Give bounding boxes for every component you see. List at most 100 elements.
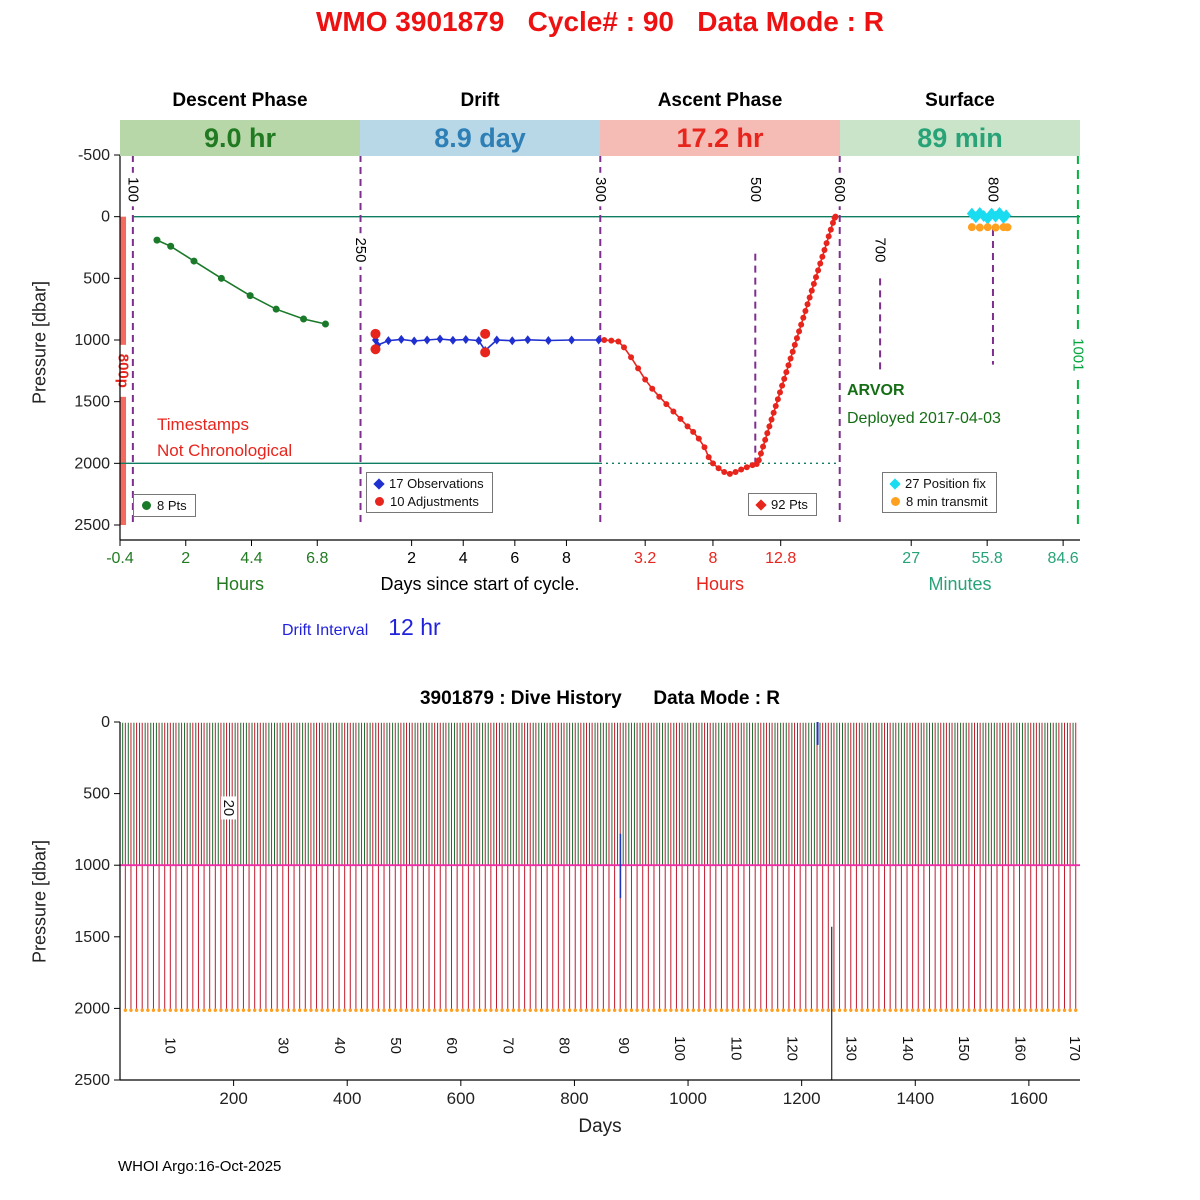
duration-drift: 8.9 day xyxy=(434,122,526,153)
svg-text:1200: 1200 xyxy=(783,1089,821,1108)
dive-history-chart: 10 20 30 40 50 60 70 80 90 100 110 120 130 140 150 160 1… xyxy=(74,714,1082,1108)
svg-text:1000: 1000 xyxy=(74,332,110,349)
legend-ascent: 92 Pts xyxy=(748,493,817,516)
phase-title-ascent: Ascent Phase xyxy=(657,90,783,111)
event-label: 300 xyxy=(592,177,609,202)
svg-text:2: 2 xyxy=(407,550,416,567)
cycle-number-label: 60 xyxy=(443,1037,460,1054)
svg-text:2000: 2000 xyxy=(74,1000,110,1017)
legend-label: 8 min transmit xyxy=(906,494,988,509)
bottom-ylabel: Pressure [dbar] xyxy=(29,839,50,964)
cycle-number-label: 170 xyxy=(1066,1036,1083,1061)
dive-history-title: 3901879 : Dive History Data Mode : R xyxy=(419,688,781,709)
drift-interval-label: Drift Interval xyxy=(282,622,369,639)
legend-item: 27 Position fix xyxy=(889,476,988,491)
svg-text:200: 200 xyxy=(219,1089,247,1108)
duration-band-surface: 89 min xyxy=(840,120,1080,156)
phase-title-drift: Drift xyxy=(460,90,500,111)
legend-item: 8 min transmit xyxy=(891,494,988,509)
svg-text:1500: 1500 xyxy=(74,394,110,411)
event-label: 600 xyxy=(831,177,848,202)
timestamps-warning: Timestamps Not Chronological xyxy=(157,412,292,463)
legend-label: 92 Pts xyxy=(771,497,808,512)
legend-label: 10 Adjustments xyxy=(390,494,479,509)
svg-text:-500: -500 xyxy=(78,147,110,164)
svg-text:3.2: 3.2 xyxy=(634,550,656,567)
legend-item: 8 Pts xyxy=(142,498,187,513)
blue-diamond-icon xyxy=(373,477,385,490)
svg-text:2: 2 xyxy=(181,550,190,567)
svg-text:800: 800 xyxy=(560,1089,588,1108)
transmits xyxy=(967,223,1012,232)
red-dot-icon xyxy=(375,497,384,506)
phase-title-surface: Surface xyxy=(925,90,995,111)
xlabel-descent: Hours xyxy=(215,574,264,594)
cycle-number-label: 80 xyxy=(556,1037,573,1054)
cycle-number-label: 30 xyxy=(275,1037,292,1054)
svg-text:1000: 1000 xyxy=(669,1089,707,1108)
svg-text:6.8: 6.8 xyxy=(306,550,328,567)
svg-text:400: 400 xyxy=(333,1089,361,1108)
duration-descent: 9.0 hr xyxy=(203,122,277,153)
svg-text:500: 500 xyxy=(83,786,110,803)
event-label: 1001 xyxy=(1069,338,1086,371)
svg-text:27: 27 xyxy=(902,550,920,567)
svg-text:55.8: 55.8 xyxy=(972,550,1003,567)
cycle-number-label: 160 xyxy=(1011,1036,1028,1061)
xlabel-drift: Days since start of cycle. xyxy=(380,574,580,594)
timestamps-warning-line2: Not Chronological xyxy=(157,440,293,460)
svg-text:1500: 1500 xyxy=(74,929,110,946)
svg-text:1600: 1600 xyxy=(1010,1089,1048,1108)
cycle-number-label: 40 xyxy=(331,1037,348,1054)
cycle-number-label: 100 xyxy=(671,1036,688,1061)
descent-profile xyxy=(153,236,329,328)
svg-text:0: 0 xyxy=(101,714,110,731)
park-depth-label: 800p xyxy=(115,354,132,388)
cycle-number-label: 90 xyxy=(615,1037,632,1054)
svg-text:2000: 2000 xyxy=(74,455,110,472)
phase-title-descent: Descent Phase xyxy=(172,90,308,111)
cycle-number-label: 120 xyxy=(784,1036,801,1061)
drift-interval: Drift Interval 12 hr xyxy=(282,614,441,641)
ascent-profile xyxy=(601,213,839,477)
legend-label: 17 Observations xyxy=(389,476,484,491)
duration-band-drift: 8.9 day xyxy=(360,120,600,156)
timestamps-warning-line1: Timestamps xyxy=(157,415,249,434)
float-model-label: ARVOR xyxy=(847,382,905,399)
svg-text:0: 0 xyxy=(101,209,110,226)
page-title: WMO 3901879 Cycle# : 90 Data Mode : R xyxy=(316,6,884,37)
event-label: 100 xyxy=(124,177,141,202)
event-label: 500 xyxy=(747,177,764,202)
duration-band-ascent: 17.2 hr xyxy=(600,120,840,156)
duration-ascent: 17.2 hr xyxy=(676,122,764,153)
legend-label: 8 Pts xyxy=(157,498,187,513)
cycle-number-label: 110 xyxy=(727,1037,744,1061)
cycle-number-label: 150 xyxy=(955,1036,972,1061)
cycle-number-label: 70 xyxy=(499,1037,516,1054)
legend-item: 17 Observations xyxy=(373,476,484,491)
svg-text:12.8: 12.8 xyxy=(765,550,796,567)
svg-text:4.4: 4.4 xyxy=(240,550,262,567)
xlabel-surface: Minutes xyxy=(928,574,992,594)
xlabel-ascent: Hours xyxy=(695,574,744,594)
legend-drift: 17 Observations 10 Adjustments xyxy=(366,472,493,513)
svg-text:6: 6 xyxy=(510,550,519,567)
footer-credit: WHOI Argo:16-Oct-2025 xyxy=(118,1158,282,1175)
svg-text:2500: 2500 xyxy=(74,1072,110,1089)
duration-surface: 89 min xyxy=(917,122,1003,153)
top-ylabel: Pressure [dbar] xyxy=(29,280,50,405)
legend-label: 27 Position fix xyxy=(905,476,986,491)
drift-adjustments xyxy=(370,328,491,358)
svg-text:-0.4: -0.4 xyxy=(106,550,134,567)
cycle-timing-chart: 800p 100 250 300 500 600 700 800 1001 -500 0 500 100… xyxy=(74,147,1086,567)
orange-dot-icon xyxy=(891,497,900,506)
legend-surface: 27 Position fix 8 min transmit xyxy=(882,472,997,513)
cycle-number-label: 50 xyxy=(387,1037,404,1054)
svg-text:500: 500 xyxy=(83,270,110,287)
svg-text:8: 8 xyxy=(562,550,571,567)
svg-text:600: 600 xyxy=(447,1089,475,1108)
svg-text:4: 4 xyxy=(459,550,468,567)
svg-text:84.6: 84.6 xyxy=(1048,550,1079,567)
